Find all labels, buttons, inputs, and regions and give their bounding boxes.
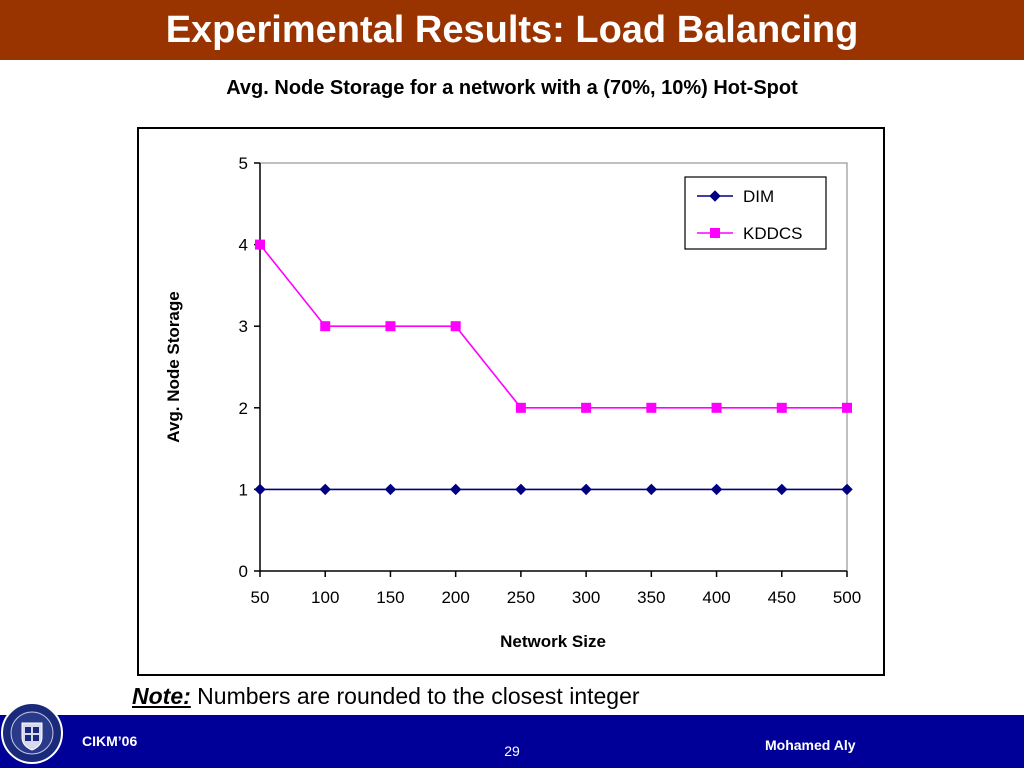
axes: 0 1 2 3 4 5 50 100 150 200 250 300 350 400 450 500 [239,154,862,607]
x-tick-label: 450 [768,588,796,607]
data-point-dim [515,483,527,496]
data-point-dim [710,483,723,496]
data-point-dim [645,483,658,496]
y-tick-label: 5 [239,154,248,173]
x-tick-label: 100 [311,588,339,607]
footnote: Note: Numbers are rounded to the closest… [132,683,640,710]
chart-title: Avg. Node Storage for a network with a (… [226,77,798,99]
legend-marker-kddcs [710,228,720,238]
line-chart: 0 1 2 3 4 5 50 100 150 200 250 300 350 400 450 500 Avg.… [164,154,862,651]
x-tick-label: 500 [833,588,861,607]
title-bar [0,0,1024,60]
chart-frame: 0 1 2 3 4 5 50 100 150 200 250 300 350 400 450 500 Avg.… [137,127,885,676]
data-point-kddcs [776,402,787,413]
y-axis-label: Avg. Node Storage [164,291,183,442]
data-point-dim [449,483,462,496]
data-point-kddcs [255,239,265,250]
data-point-kddcs [450,321,461,332]
x-tick-label: 200 [441,588,469,607]
data-point-kddcs [320,321,331,332]
x-tick-label: 50 [251,588,270,607]
data-point-dim [776,483,788,496]
data-point-dim [254,483,266,496]
data-point-kddcs [385,321,396,332]
x-tick-label: 300 [572,588,600,607]
conference-label: CIKM’06 [82,733,138,749]
author-name: Mohamed Aly [765,737,856,753]
legend-label-dim: DIM [743,187,774,206]
x-tick-label: 250 [507,588,535,607]
legend-marker-dim [709,190,721,202]
legend: DIM KDDCS [684,176,827,250]
page-number: 29 [504,743,520,759]
legend-item-kddcs: KDDCS [697,224,803,243]
y-tick-label: 0 [239,562,248,581]
x-tick-label: 150 [376,588,404,607]
university-seal-icon [1,702,63,764]
x-axis-label: Network Size [500,632,606,651]
y-tick-label: 3 [239,317,248,336]
note-label: Note: [132,683,191,709]
data-point-dim [384,483,397,496]
y-tick-label: 1 [239,480,248,499]
data-point-kddcs [842,402,852,413]
y-tick-label: 2 [239,399,248,418]
series-line-kddcs [259,244,847,409]
note-text: Numbers are rounded to the closest integ… [190,683,640,709]
data-point-dim [319,483,331,496]
data-point-kddcs [646,402,657,413]
data-point-kddcs [581,402,592,413]
y-tick-label: 4 [239,236,248,255]
data-point-dim [580,483,592,496]
legend-box [684,176,827,250]
data-point-dim [841,483,853,496]
x-tick-label: 400 [702,588,730,607]
x-tick-label: 350 [637,588,665,607]
series-layer [254,239,853,496]
legend-label-kddcs: KDDCS [743,224,803,243]
footer-bar [0,715,1024,768]
series-kddcs [255,239,852,413]
legend-item-dim: DIM [697,187,774,206]
series-dim [254,483,853,496]
data-point-kddcs [515,402,526,413]
slide-title: Experimental Results: Load Balancing [165,9,859,51]
data-point-kddcs [711,402,722,413]
